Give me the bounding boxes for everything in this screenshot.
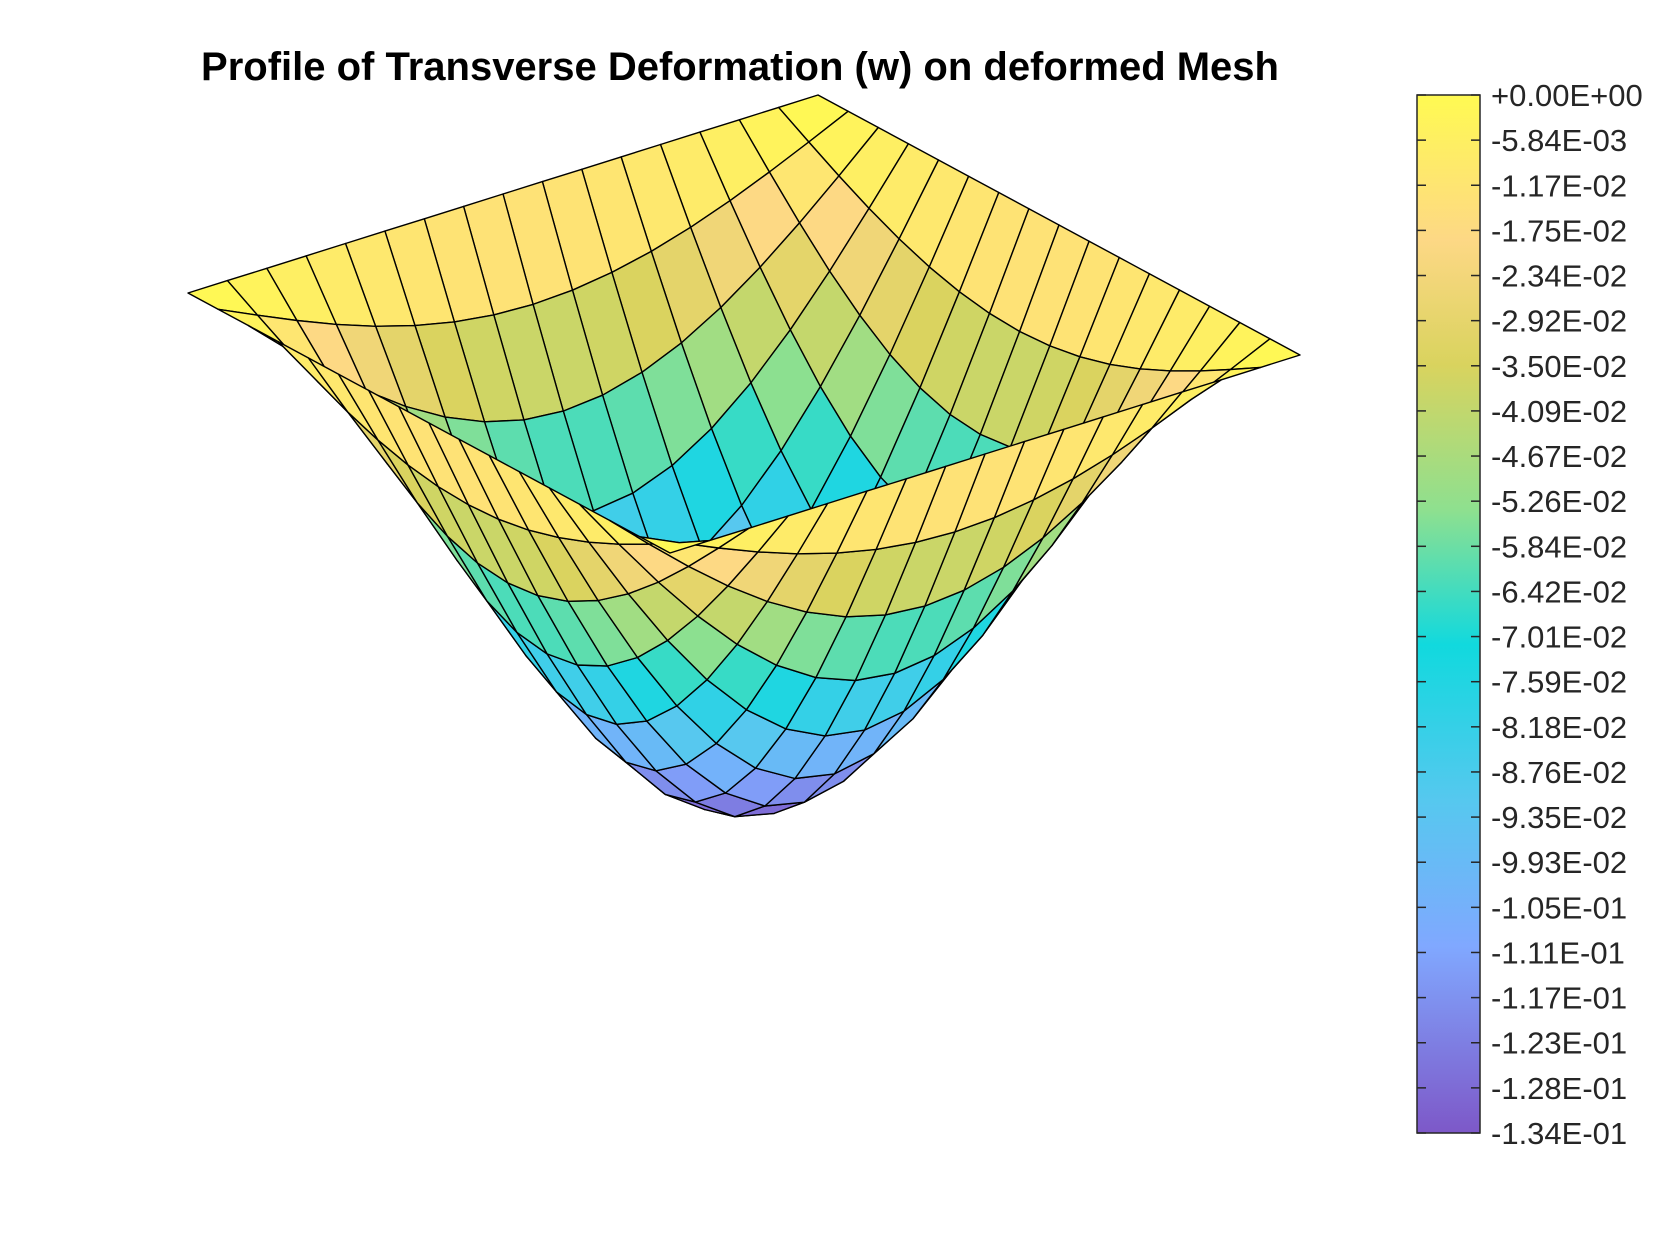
colorbar-tick-label: -2.92E-02 — [1491, 304, 1627, 339]
colorbar-tick-label: -1.23E-01 — [1491, 1026, 1627, 1061]
colorbar-tick-label: -7.59E-02 — [1491, 665, 1627, 700]
chart-title: Profile of Transverse Deformation (w) on… — [201, 45, 1279, 89]
colorbar-tick-label: +0.00E+00 — [1491, 78, 1643, 113]
colorbar-tick-label: -4.09E-02 — [1491, 394, 1627, 429]
colorbar-tick-label: -4.67E-02 — [1491, 439, 1627, 474]
colorbar-tick-label: -9.93E-02 — [1491, 845, 1627, 880]
colorbar-tick-label: -1.28E-01 — [1491, 1071, 1627, 1106]
colorbar: +0.00E+00 -5.84E-03 -1.17E-02 -1.75E-02 -2.3… — [1416, 78, 1643, 1151]
colorbar-tick-label: -3.50E-02 — [1491, 349, 1627, 384]
colorbar-tick-label: -9.35E-02 — [1491, 800, 1627, 835]
colorbar-tick-label: -1.17E-01 — [1491, 981, 1627, 1016]
colorbar-gradient — [1416, 94, 1481, 1134]
colorbar-ticks: +0.00E+00 -5.84E-03 -1.17E-02 -1.75E-02 -2.3… — [1417, 78, 1643, 1151]
colorbar-tick-label: -1.17E-02 — [1491, 168, 1627, 203]
surface-mesh — [187, 94, 1301, 818]
mesh-cell — [639, 536, 711, 554]
colorbar-tick-label: -1.34E-01 — [1491, 1116, 1627, 1151]
colorbar-tick-label: -5.84E-03 — [1491, 123, 1627, 158]
colorbar-tick-label: -1.75E-02 — [1491, 213, 1627, 248]
colorbar-tick-label: -8.18E-02 — [1491, 710, 1627, 745]
colorbar-tick-label: -5.26E-02 — [1491, 484, 1627, 519]
colorbar-tick-label: -7.01E-02 — [1491, 620, 1627, 655]
colorbar-tick-label: -6.42E-02 — [1491, 574, 1627, 609]
colorbar-tick-label: -1.11E-01 — [1491, 935, 1625, 970]
colorbar-tick-label: -1.05E-01 — [1491, 890, 1627, 925]
colorbar-tick-label: -2.34E-02 — [1491, 259, 1627, 294]
colorbar-tick-label: -5.84E-02 — [1491, 529, 1627, 564]
colorbar-tick-label: -8.76E-02 — [1491, 755, 1627, 790]
